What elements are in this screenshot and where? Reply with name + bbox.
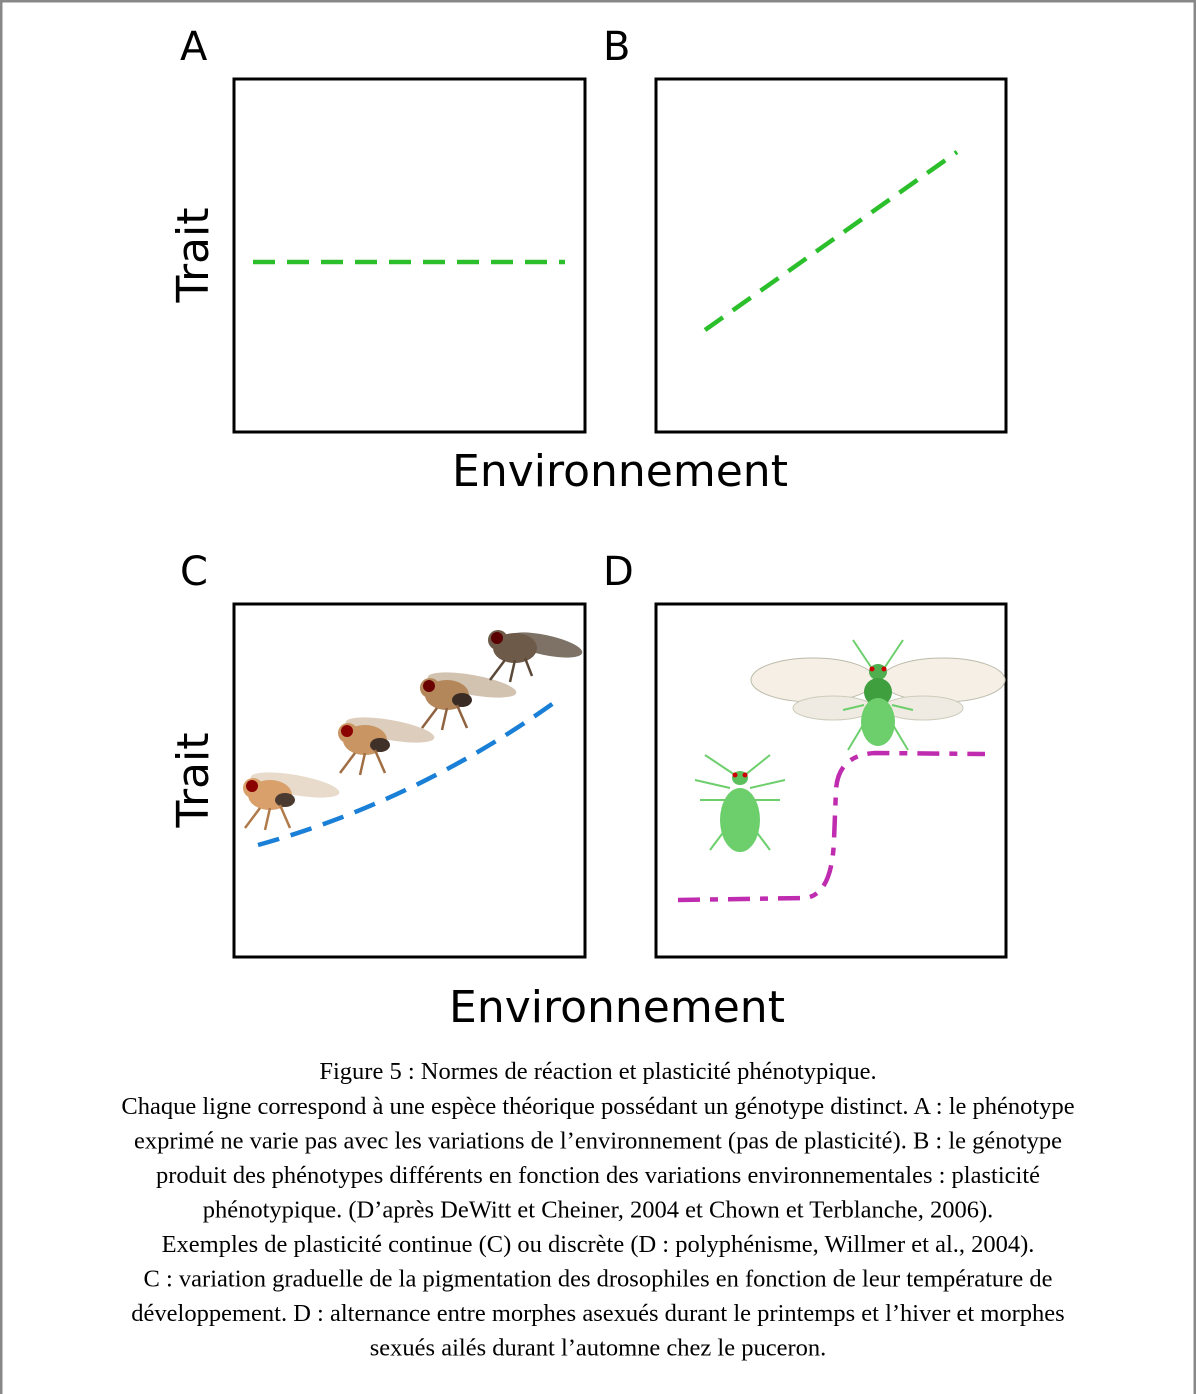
caption-line: Exemples de plasticité continue (C) ou d… bbox=[162, 1231, 1035, 1258]
reaction-norm bbox=[257, 695, 564, 848]
panel-frame bbox=[232, 77, 587, 434]
panel-label: B bbox=[603, 24, 630, 70]
caption-line: exprimé ne varie pas avec les variations… bbox=[134, 1128, 1062, 1155]
x-axis-label: Environnement bbox=[452, 446, 788, 497]
panel-label: D bbox=[603, 549, 634, 595]
caption-line: développement. D : alternance entre morp… bbox=[131, 1300, 1064, 1327]
y-axis-label: Trait bbox=[168, 733, 219, 829]
caption-line: Chaque ligne correspond à une espèce thé… bbox=[121, 1093, 1074, 1120]
caption-line: C : variation graduelle de la pigmentati… bbox=[144, 1266, 1053, 1293]
panel-label: C bbox=[180, 549, 208, 595]
caption-line: phénotypique. (D’après DeWitt et Cheiner… bbox=[203, 1197, 994, 1224]
panel-label: A bbox=[180, 24, 208, 70]
caption-text: Chaque ligne correspond à une espèce thé… bbox=[121, 1093, 1074, 1362]
aphid-illustration bbox=[694, 639, 1006, 852]
reaction-norm bbox=[703, 150, 959, 332]
panel-frame bbox=[654, 602, 1008, 959]
reaction-norm bbox=[677, 750, 986, 903]
caption-line: sexués ailés durant l’automne chez le pu… bbox=[370, 1335, 826, 1362]
x-axis-label: Environnement bbox=[449, 982, 785, 1033]
fly-illustration bbox=[243, 630, 583, 831]
y-axis-label: Trait bbox=[168, 208, 219, 304]
caption-title: Figure 5 : Normes de réaction et plastic… bbox=[319, 1058, 876, 1085]
caption-line: produit des phénotypes différents en fon… bbox=[156, 1162, 1040, 1189]
panel-frame bbox=[654, 77, 1008, 434]
